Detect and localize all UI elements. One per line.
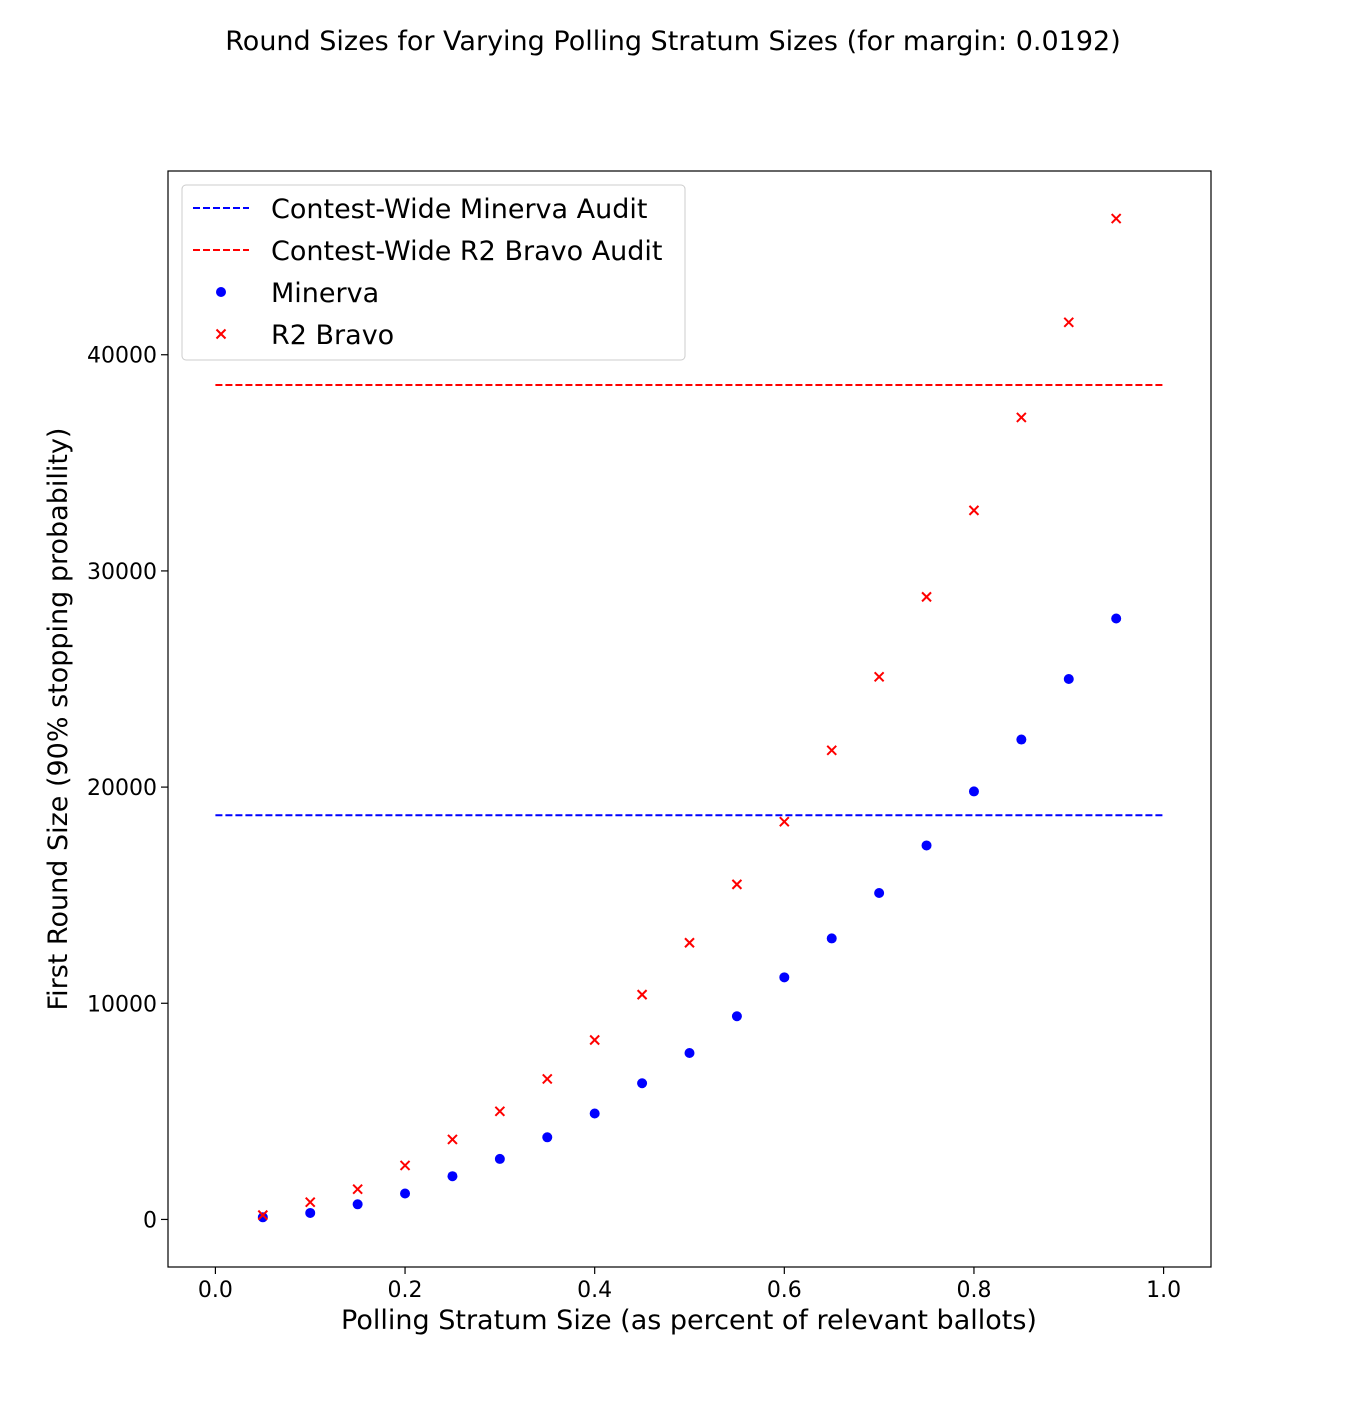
x-marker-stroke bbox=[1110, 213, 1122, 224]
x-marker-stroke bbox=[352, 1183, 363, 1195]
chart-title: Round Sizes for Varying Polling Stratum … bbox=[225, 26, 1120, 57]
x-marker-stroke bbox=[215, 328, 227, 340]
r2-bravo-point bbox=[542, 1073, 553, 1085]
r2-bravo-point bbox=[447, 1134, 458, 1145]
y-tick-label: 30000 bbox=[87, 560, 157, 585]
r2-bravo-point bbox=[399, 1160, 411, 1171]
x-tick-label: 0.2 bbox=[388, 1278, 423, 1303]
r2-bravo-point bbox=[921, 591, 932, 603]
legend-marker-swatch bbox=[216, 287, 226, 297]
minerva-point bbox=[731, 1011, 742, 1022]
x-marker-stroke bbox=[873, 671, 885, 683]
r2-bravo-point bbox=[779, 816, 790, 827]
y-axis-label: First Round Size (90% stopping probabili… bbox=[43, 428, 74, 1011]
x-tick-label: 0.6 bbox=[767, 1278, 802, 1303]
y-tick-label: 10000 bbox=[87, 992, 157, 1017]
plot-area-frame bbox=[167, 170, 1212, 1268]
minerva-point bbox=[1063, 674, 1074, 685]
minerva-point bbox=[684, 1047, 695, 1058]
legend-label: R2 Bravo bbox=[271, 320, 394, 351]
r2-bravo-point bbox=[257, 1209, 269, 1221]
r2-bravo-point bbox=[305, 1196, 316, 1208]
r2-bravo-point bbox=[684, 937, 695, 948]
minerva-point bbox=[637, 1078, 648, 1089]
r2-bravo-point bbox=[1110, 213, 1122, 224]
x-tick-label: 1.0 bbox=[1146, 1278, 1181, 1303]
minerva-point bbox=[447, 1171, 458, 1182]
x-marker-stroke bbox=[1016, 412, 1027, 423]
x-tick-label: 0.4 bbox=[577, 1278, 612, 1303]
minerva-point bbox=[968, 786, 979, 797]
r2-bravo-point bbox=[352, 1183, 363, 1195]
r2-bravo-point bbox=[826, 745, 837, 756]
x-marker-stroke bbox=[399, 1160, 411, 1171]
r2-bravo-point bbox=[731, 879, 743, 890]
r2-bravo-point bbox=[1016, 412, 1027, 423]
y-tick-label: 40000 bbox=[87, 344, 157, 369]
minerva-point bbox=[1111, 613, 1122, 624]
y-tick-label: 20000 bbox=[87, 776, 157, 801]
minerva-point bbox=[1016, 734, 1027, 745]
minerva-point bbox=[826, 933, 837, 944]
minerva-point bbox=[305, 1207, 316, 1218]
data-markers bbox=[257, 213, 1122, 1223]
minerva-point bbox=[494, 1153, 505, 1164]
legend-label: Contest-Wide R2 Bravo Audit bbox=[271, 236, 663, 267]
x-tick-label: 0.0 bbox=[198, 1278, 233, 1303]
minerva-point bbox=[542, 1132, 553, 1143]
minerva-point bbox=[874, 888, 885, 899]
x-marker-stroke bbox=[589, 1034, 600, 1046]
minerva-point bbox=[589, 1108, 600, 1119]
r2-bravo-point bbox=[1063, 317, 1074, 328]
x-marker-stroke bbox=[542, 1073, 553, 1085]
reference-lines bbox=[215, 384, 1164, 817]
minerva-point bbox=[352, 1199, 363, 1210]
x-marker-stroke bbox=[636, 989, 648, 1000]
r2-bravo-point bbox=[636, 989, 648, 1000]
minerva-point bbox=[257, 1212, 268, 1223]
legend: Contest-Wide Minerva Audit Contest-Wide R… bbox=[181, 184, 686, 361]
x-marker-stroke bbox=[731, 879, 743, 890]
minerva-point bbox=[921, 840, 932, 851]
legend-marker-swatch bbox=[215, 328, 227, 340]
x-marker-stroke bbox=[968, 505, 980, 516]
minerva-point bbox=[779, 972, 790, 983]
minerva-point bbox=[400, 1188, 411, 1199]
r2-bravo-point bbox=[589, 1034, 600, 1046]
y-axis: 0 10000 20000 30000 40000 bbox=[87, 344, 168, 1233]
x-marker-stroke bbox=[257, 1209, 269, 1221]
legend-label: Minerva bbox=[271, 278, 379, 309]
x-axis-label: Polling Stratum Size (as percent of rele… bbox=[341, 1305, 1037, 1336]
x-marker-stroke bbox=[1063, 317, 1074, 328]
x-axis: 0.0 0.2 0.4 0.6 0.8 1.0 bbox=[198, 1267, 1181, 1303]
x-marker-stroke bbox=[826, 745, 837, 756]
x-marker-stroke bbox=[305, 1196, 316, 1208]
x-marker-stroke bbox=[779, 816, 790, 827]
r2-bravo-point bbox=[873, 671, 885, 683]
x-marker-stroke bbox=[494, 1106, 506, 1117]
y-tick-label: 0 bbox=[143, 1208, 157, 1233]
legend-box bbox=[181, 184, 686, 361]
legend-label: Contest-Wide Minerva Audit bbox=[271, 194, 647, 225]
x-marker-stroke bbox=[684, 937, 695, 948]
r2-bravo-point bbox=[968, 505, 980, 516]
r2-bravo-point bbox=[494, 1106, 506, 1117]
x-marker-stroke bbox=[447, 1134, 458, 1145]
x-tick-label: 0.8 bbox=[956, 1278, 991, 1303]
x-marker-stroke bbox=[921, 591, 932, 603]
